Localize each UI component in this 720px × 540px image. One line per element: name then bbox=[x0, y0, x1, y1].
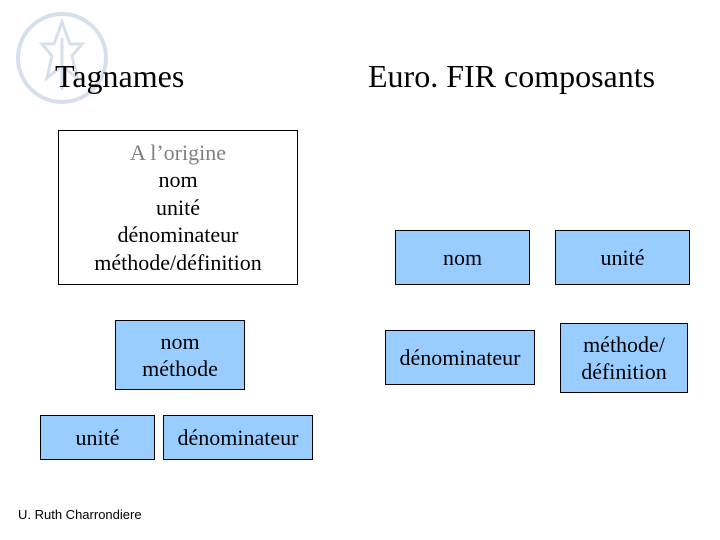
methdef-line-2: définition bbox=[581, 358, 667, 386]
nom-methode-line-1: nom bbox=[160, 328, 199, 356]
denom-right-label: dénominateur bbox=[400, 344, 521, 372]
box-unite-right: unité bbox=[555, 230, 690, 285]
origin-line-2: unité bbox=[156, 194, 200, 222]
origin-line-1: nom bbox=[158, 166, 197, 194]
origin-line-4: méthode/définition bbox=[94, 249, 261, 277]
nom-methode-line-2: méthode bbox=[142, 355, 218, 383]
box-denominateur-right: dénominateur bbox=[385, 330, 535, 385]
box-methode-definition-right: méthode/ définition bbox=[560, 323, 688, 393]
box-nom-methode: nom méthode bbox=[115, 320, 245, 390]
box-origin: A l’origine nom unité dénominateur métho… bbox=[58, 130, 298, 285]
box-nom-right: nom bbox=[395, 230, 530, 285]
origin-line-3: dénominateur bbox=[118, 221, 239, 249]
nom-right-label: nom bbox=[443, 244, 482, 272]
title-tagnames: Tagnames bbox=[55, 58, 184, 95]
unite-right-label: unité bbox=[601, 244, 645, 272]
footer-author: U. Ruth Charrondiere bbox=[18, 507, 142, 522]
methdef-line-1: méthode/ bbox=[583, 331, 665, 359]
title-eurofir: Euro. FIR composants bbox=[368, 58, 655, 95]
box-denominateur-left: dénominateur bbox=[163, 415, 313, 460]
box-unite-left: unité bbox=[40, 415, 155, 460]
denom-left-label: dénominateur bbox=[178, 424, 299, 452]
origin-heading: A l’origine bbox=[130, 139, 226, 167]
unite-left-label: unité bbox=[76, 424, 120, 452]
